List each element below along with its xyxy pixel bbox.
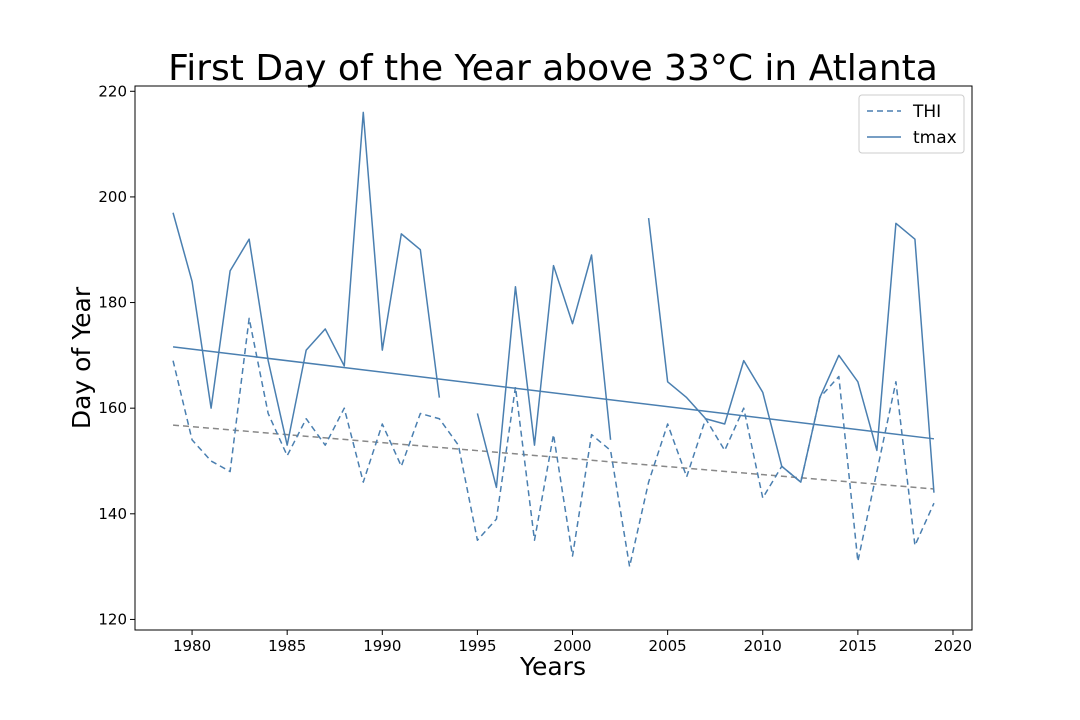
legend-label-tmax: tmax bbox=[913, 128, 957, 148]
x-axis-label: Years bbox=[519, 652, 586, 681]
chart-title: First Day of the Year above 33°C in Atla… bbox=[168, 48, 938, 89]
x-tick-label: 2015 bbox=[839, 637, 877, 655]
y-tick-label: 140 bbox=[98, 505, 127, 523]
legend-label-THI: THI bbox=[912, 102, 941, 122]
trendline-tmax bbox=[172, 346, 935, 440]
legend-box bbox=[858, 94, 965, 154]
x-tick-label: 1990 bbox=[363, 637, 401, 655]
y-axis: 120 140 160 180 200 220 bbox=[98, 82, 135, 628]
x-tick-label: 1985 bbox=[268, 637, 306, 655]
x-tick-label: 2005 bbox=[649, 637, 687, 655]
x-tick-label: 1980 bbox=[173, 637, 211, 655]
series-line-tmax bbox=[172, 111, 935, 493]
plot-area bbox=[172, 111, 935, 568]
plot-frame bbox=[134, 85, 973, 631]
y-axis-label: Day of Year bbox=[67, 286, 96, 429]
x-tick-label: 2010 bbox=[744, 637, 782, 655]
x-axis: 1980 1985 1990 1995 2000 2005 2010 2015 2020 bbox=[173, 630, 972, 655]
x-tick-label: 2000 bbox=[553, 637, 591, 655]
y-tick-label: 180 bbox=[98, 294, 127, 312]
y-tick-label: 200 bbox=[98, 188, 127, 206]
legend: THI tmax bbox=[858, 94, 965, 154]
y-tick-label: 220 bbox=[98, 82, 127, 100]
x-tick-label: 2020 bbox=[934, 637, 972, 655]
trendline-THI bbox=[172, 424, 935, 490]
x-tick-label: 1995 bbox=[458, 637, 496, 655]
y-tick-label: 160 bbox=[98, 399, 127, 417]
y-tick-label: 120 bbox=[98, 610, 127, 628]
